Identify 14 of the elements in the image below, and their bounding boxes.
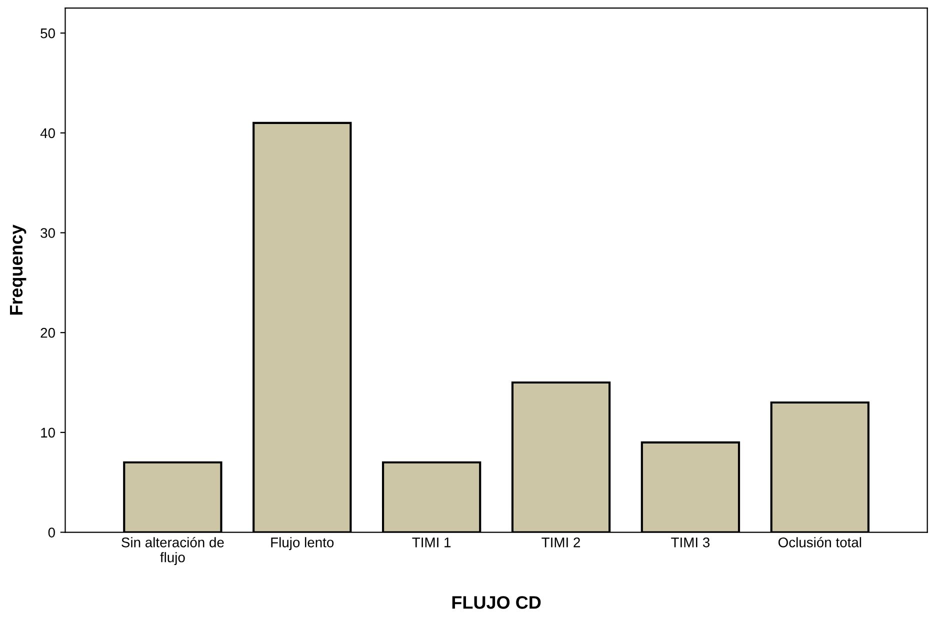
- y-tick-label: 20: [40, 328, 55, 338]
- y-tick-label: 30: [40, 228, 55, 238]
- x-tick-label: TIMI 3: [671, 538, 710, 548]
- y-axis-title: Frequency: [10, 224, 26, 315]
- y-tick-label: 50: [40, 28, 55, 38]
- x-tick-label: TIMI 2: [542, 538, 580, 548]
- x-axis-title: FLUJO CD: [452, 596, 541, 609]
- x-tick-label: TIMI 1: [412, 538, 451, 548]
- x-tick-label: Flujo lento: [271, 537, 334, 550]
- y-tick-label: 40: [40, 128, 55, 138]
- x-tick-label: Oclusión total: [778, 536, 862, 548]
- y-tick-label: 10: [41, 428, 55, 438]
- y-tick-label: 0: [48, 528, 55, 538]
- x-tick-label: Sin alteración de flujo: [122, 536, 224, 566]
